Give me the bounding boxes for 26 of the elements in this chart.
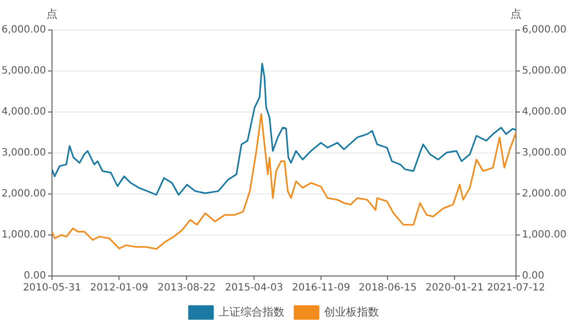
y2-tick-label: 0.00 bbox=[522, 270, 544, 282]
y2-tick-label: 2,000.00 bbox=[522, 188, 567, 200]
y-tick-label: 5,000.00 bbox=[1, 66, 46, 77]
y2-tick-label: 5,000.00 bbox=[522, 66, 567, 77]
y-tick-label: 2,000.00 bbox=[1, 188, 46, 200]
y-tick-label: 1,000.00 bbox=[1, 230, 46, 241]
x-tick-label: 2012-01-09 bbox=[90, 282, 148, 294]
x-tick-label: 2021-07-12 bbox=[486, 282, 546, 294]
y-tick-label: 4,000.00 bbox=[1, 106, 46, 118]
x-tick-label: 2013-08-22 bbox=[158, 282, 216, 294]
y-axis-title: 点 bbox=[46, 7, 58, 20]
y2-axis-title: 点 bbox=[510, 7, 522, 20]
x-tick-label: 2020-01-21 bbox=[425, 282, 484, 294]
legend-label: 上证综合指数 bbox=[218, 305, 284, 318]
x-tick-label: 2018-06-15 bbox=[358, 282, 417, 294]
y-tick-label: 3,000.00 bbox=[1, 148, 46, 159]
y2-tick-label: 1,000.00 bbox=[522, 230, 567, 241]
y2-tick-label: 3,000.00 bbox=[522, 148, 567, 159]
y2-tick-label: 4,000.00 bbox=[522, 106, 567, 118]
x-tick-label: 2010-05-31 bbox=[22, 282, 82, 294]
x-tick-label: 2015-04-03 bbox=[224, 282, 284, 294]
y2-tick-label: 6,000.00 bbox=[522, 24, 567, 36]
y-tick-label: 0.00 bbox=[24, 270, 46, 282]
legend-label: 创业板指数 bbox=[324, 305, 379, 318]
x-tick-label: 2016-11-09 bbox=[292, 282, 350, 294]
y-tick-label: 6,000.00 bbox=[1, 24, 46, 36]
